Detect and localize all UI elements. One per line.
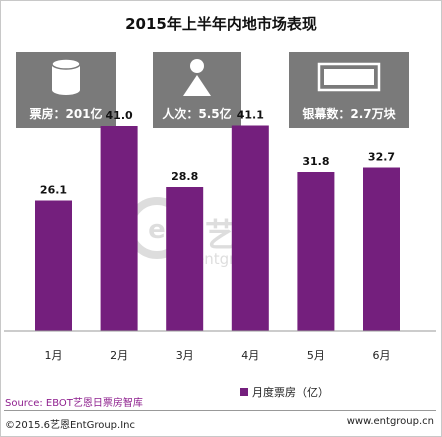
bar-1 [35, 200, 72, 331]
data-label-5: 31.8 [302, 155, 329, 168]
x-tick-label-3: 3月 [176, 349, 194, 362]
bar-6 [363, 167, 400, 331]
legend-label: 月度票房（亿） [252, 386, 329, 399]
x-tick-label-2: 2月 [110, 349, 128, 362]
chart-title: 2015年上半年内地市场表现 [125, 15, 317, 33]
legend: 月度票房（亿） [240, 384, 329, 400]
data-label-6: 32.7 [368, 151, 395, 164]
x-tick-label-4: 4月 [241, 349, 259, 362]
data-label-1: 26.1 [40, 184, 67, 197]
footer-copyright: ©2015.6艺恩EntGroup.Inc [5, 420, 135, 431]
stat-admissions-label: 人次：5.5亿 [162, 107, 232, 121]
data-label-4: 41.1 [237, 109, 264, 122]
footer-url: www.entgroup.cn [346, 416, 434, 427]
legend-swatch [240, 388, 248, 396]
bar-2 [100, 126, 138, 331]
bar-4 [231, 125, 269, 331]
svg-text:e: e [148, 215, 166, 245]
stat-card-admissions: 人次：5.5亿 [153, 52, 241, 128]
x-tick-label-1: 1月 [45, 349, 63, 362]
stat-screens-label: 银幕数：2.7万块 [302, 107, 396, 121]
stat-box-office-label: 票房：201亿 [29, 107, 103, 121]
bar-3 [166, 187, 204, 331]
source-note: Source: EBOT艺恩日票房智库 [5, 398, 143, 409]
data-label-2: 41.0 [106, 109, 133, 122]
cylinder-icon [16, 58, 116, 98]
data-label-3: 28.8 [171, 170, 198, 183]
screen-icon [289, 58, 409, 98]
x-tick-label-5: 5月 [307, 349, 325, 362]
x-tick-label-6: 6月 [373, 349, 391, 362]
stat-card-screens: 银幕数：2.7万块 [289, 52, 409, 128]
bar-5 [297, 172, 335, 331]
footer-divider [4, 410, 436, 411]
person-icon [153, 58, 241, 98]
stat-card-box-office: 票房：201亿 [16, 52, 116, 128]
